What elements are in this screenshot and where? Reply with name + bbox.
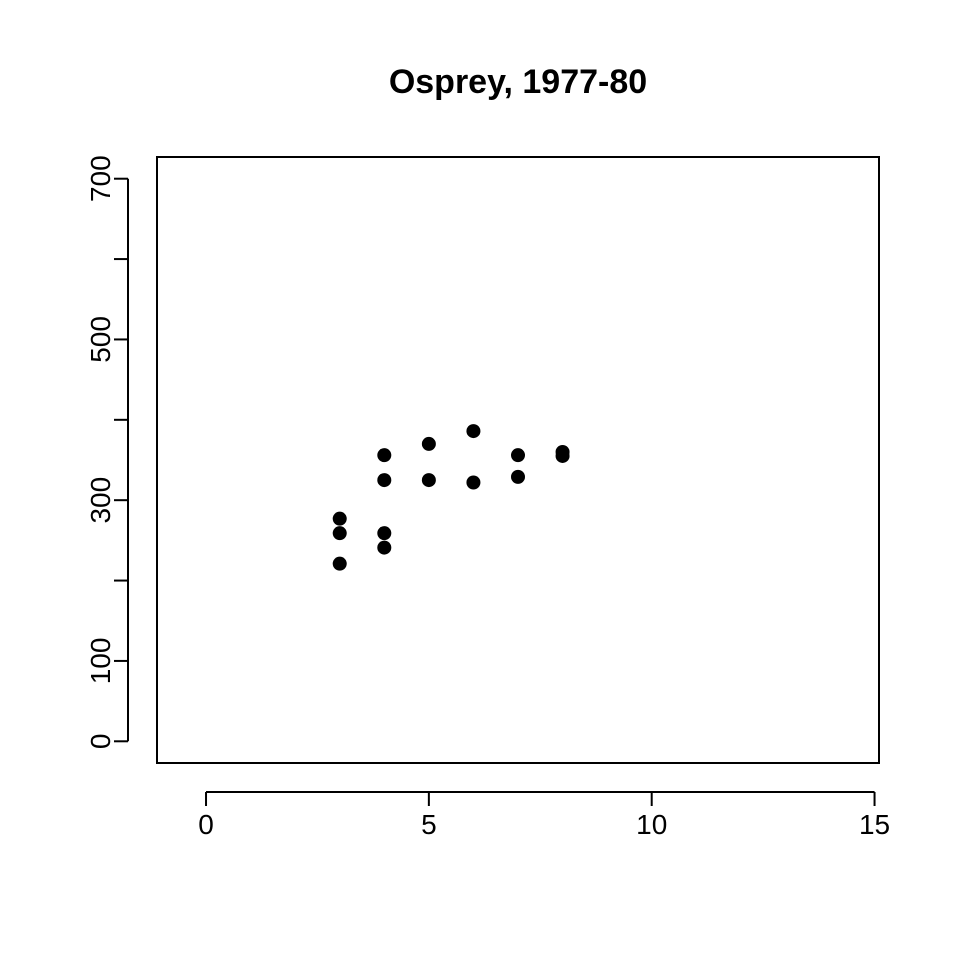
data-point (466, 475, 481, 490)
x-tick-label: 0 (198, 809, 214, 840)
data-point (332, 526, 347, 541)
data-point (421, 436, 436, 451)
data-point (511, 448, 525, 463)
data-point (332, 556, 347, 571)
y-tick-label: 300 (85, 477, 116, 524)
y-tick-label: 500 (85, 316, 116, 363)
data-point (421, 473, 436, 488)
x-tick-label: 10 (636, 809, 667, 840)
data-point (377, 473, 392, 488)
y-tick-label: 100 (85, 638, 116, 685)
data-point (466, 424, 481, 439)
data-point (377, 540, 392, 555)
x-axis: 0 5 10 15 (198, 791, 890, 840)
plot-frame (156, 156, 880, 764)
data-point (377, 526, 392, 541)
data-point (511, 469, 525, 484)
x-tick-label: 5 (421, 809, 437, 840)
data-point (332, 511, 347, 526)
y-axis: 0 100 300 500 700 (85, 155, 129, 750)
y-tick-label: 700 (85, 155, 116, 202)
data-points (332, 424, 570, 571)
data-point (377, 448, 392, 463)
chart-title: Osprey, 1977-80 (389, 63, 647, 101)
x-tick-label: 15 (859, 809, 890, 840)
data-point (555, 448, 570, 463)
y-tick-label: 0 (85, 734, 116, 750)
